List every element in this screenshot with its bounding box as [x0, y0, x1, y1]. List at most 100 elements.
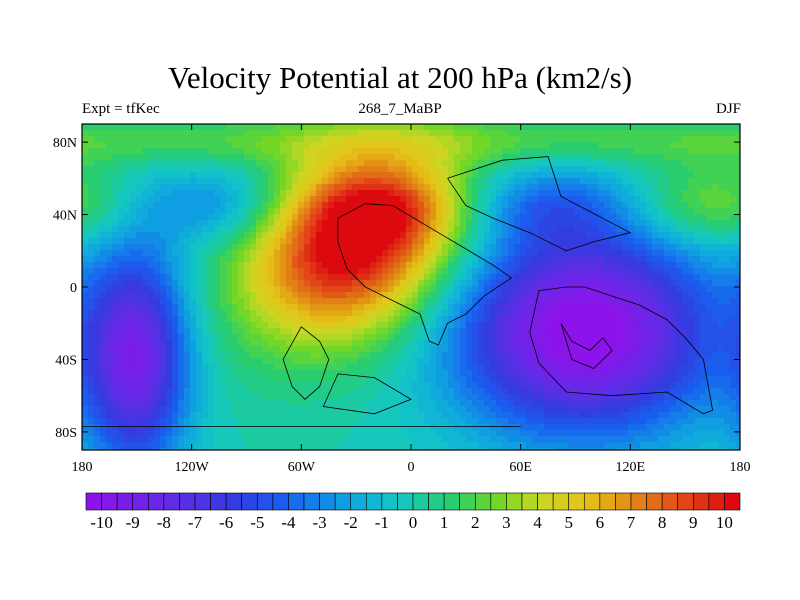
field-cell — [100, 154, 107, 161]
field-cell — [706, 298, 713, 305]
field-cell — [196, 136, 203, 143]
field-cell — [370, 292, 377, 299]
field-cell — [496, 202, 503, 209]
field-cell — [112, 388, 119, 395]
field-cell — [190, 376, 197, 383]
field-cell — [454, 160, 461, 167]
field-cell — [292, 394, 299, 401]
field-cell — [112, 346, 119, 353]
field-cell — [658, 376, 665, 383]
field-cell — [730, 328, 737, 335]
field-cell — [358, 148, 365, 155]
field-cell — [718, 340, 725, 347]
field-cell — [160, 304, 167, 311]
field-cell — [142, 286, 149, 293]
field-cell — [406, 178, 413, 185]
field-cell — [334, 394, 341, 401]
field-cell — [280, 124, 287, 131]
field-cell — [208, 142, 215, 149]
field-cell — [418, 328, 425, 335]
field-cell — [304, 166, 311, 173]
field-cell — [574, 250, 581, 257]
field-cell — [280, 244, 287, 251]
field-cell — [208, 328, 215, 335]
field-cell — [544, 130, 551, 137]
field-cell — [346, 322, 353, 329]
field-cell — [502, 172, 509, 179]
field-cell — [736, 292, 741, 299]
field-cell — [160, 124, 167, 131]
field-cell — [148, 274, 155, 281]
field-cell — [304, 256, 311, 263]
field-cell — [448, 322, 455, 329]
field-cell — [106, 280, 113, 287]
field-cell — [118, 322, 125, 329]
field-cell — [280, 388, 287, 395]
field-cell — [142, 190, 149, 197]
field-cell — [592, 328, 599, 335]
field-cell — [640, 148, 647, 155]
field-cell — [520, 286, 527, 293]
field-cell — [100, 196, 107, 203]
field-cell — [400, 250, 407, 257]
field-cell — [670, 310, 677, 317]
field-cell — [676, 280, 683, 287]
field-cell — [598, 172, 605, 179]
field-cell — [610, 376, 617, 383]
field-cell — [496, 256, 503, 263]
field-cell — [274, 220, 281, 227]
field-cell — [238, 130, 245, 137]
field-cell — [694, 238, 701, 245]
field-cell — [412, 136, 419, 143]
field-cell — [430, 232, 437, 239]
field-cell — [664, 274, 671, 281]
field-cell — [268, 316, 275, 323]
field-cell — [730, 340, 737, 347]
field-cell — [556, 310, 563, 317]
field-cell — [718, 346, 725, 353]
field-cell — [316, 238, 323, 245]
field-cell — [622, 310, 629, 317]
field-cell — [652, 388, 659, 395]
field-cell — [514, 316, 521, 323]
field-cell — [604, 172, 611, 179]
field-cell — [88, 184, 95, 191]
field-cell — [220, 322, 227, 329]
field-cell — [136, 220, 143, 227]
field-cell — [604, 376, 611, 383]
field-cell — [292, 370, 299, 377]
field-cell — [640, 370, 647, 377]
field-cell — [430, 142, 437, 149]
field-cell — [676, 142, 683, 149]
field-cell — [142, 142, 149, 149]
field-cell — [142, 340, 149, 347]
field-cell — [418, 250, 425, 257]
field-cell — [88, 268, 95, 275]
field-cell — [712, 130, 719, 137]
field-cell — [214, 136, 221, 143]
field-cell — [496, 220, 503, 227]
field-cell — [736, 208, 741, 215]
field-cell — [136, 184, 143, 191]
field-cell — [664, 358, 671, 365]
field-cell — [496, 172, 503, 179]
field-cell — [634, 298, 641, 305]
field-cell — [418, 160, 425, 167]
field-cell — [406, 382, 413, 389]
field-cell — [238, 148, 245, 155]
field-cell — [298, 352, 305, 359]
field-cell — [256, 142, 263, 149]
field-cell — [340, 184, 347, 191]
field-cell — [442, 130, 449, 137]
field-cell — [406, 154, 413, 161]
field-cell — [676, 304, 683, 311]
field-cell — [412, 286, 419, 293]
field-cell — [502, 178, 509, 185]
field-cell — [628, 166, 635, 173]
field-cell — [406, 286, 413, 293]
field-cell — [328, 310, 335, 317]
field-cell — [112, 214, 119, 221]
field-cell — [694, 244, 701, 251]
field-cell — [190, 142, 197, 149]
field-cell — [370, 316, 377, 323]
